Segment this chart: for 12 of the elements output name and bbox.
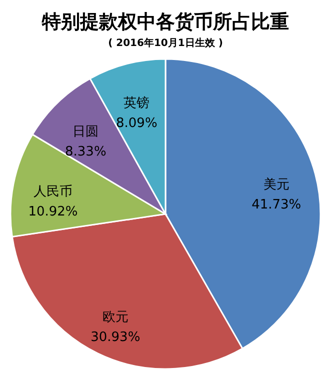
- chart-subtitle: ( 2016年10月1日生效 ): [108, 37, 223, 49]
- data-label: 41.73%: [252, 198, 302, 213]
- slice-label: 日圆: [72, 124, 99, 140]
- data-label: 8.33%: [64, 144, 106, 160]
- data-label: 10.92%: [28, 204, 78, 220]
- slice-label: 欧元: [102, 310, 128, 326]
- data-label: 8.09%: [116, 116, 158, 131]
- slice-label: 美元: [263, 176, 290, 193]
- slice-label: 人民币: [33, 184, 72, 200]
- slice-label: 英镑: [124, 96, 150, 111]
- chart-title: 特别提款权中各货币所占比重: [41, 11, 289, 33]
- data-label: 30.93%: [90, 330, 140, 346]
